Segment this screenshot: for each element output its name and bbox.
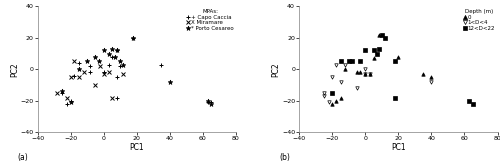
Y-axis label: PC2: PC2 bbox=[272, 62, 280, 77]
Legend: + Capo Caccia, X Miramare, * Porto Cesareo: + Capo Caccia, X Miramare, * Porto Cesar… bbox=[186, 8, 234, 32]
X-axis label: PC1: PC1 bbox=[130, 143, 144, 152]
Legend: 0, 1<D<4, 12<D<22: 0, 1<D<4, 12<D<22 bbox=[464, 8, 496, 32]
X-axis label: PC1: PC1 bbox=[391, 143, 406, 152]
Text: (a): (a) bbox=[18, 153, 28, 162]
Text: (b): (b) bbox=[280, 153, 290, 162]
Y-axis label: PC2: PC2 bbox=[10, 62, 19, 77]
